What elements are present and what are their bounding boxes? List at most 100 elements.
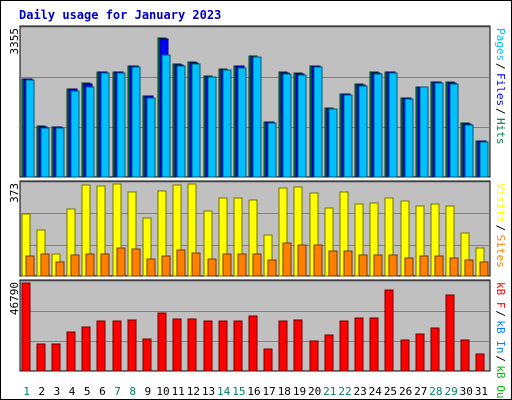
bar-pages-day-26	[404, 98, 414, 178]
bar-kb-f-day-16	[248, 315, 258, 372]
bar-pages-day-30	[464, 124, 474, 178]
legend-separator: /	[494, 108, 507, 115]
legend-separator: /	[494, 355, 507, 362]
bar-sites-day-25	[388, 254, 398, 277]
bar-sites-day-11	[176, 249, 186, 277]
bar-sites-day-30	[464, 259, 474, 277]
bar-kb-f-day-7	[112, 320, 122, 372]
bar-kb-f-day-9	[142, 338, 152, 372]
bar-pages-day-29	[449, 83, 459, 178]
x-tick-label: 2	[38, 385, 45, 398]
bar-pages-day-7	[116, 72, 126, 178]
x-tick-label: 6	[99, 385, 106, 398]
bar-sites-day-10	[161, 255, 171, 277]
bar-pages-day-8	[131, 66, 141, 178]
bar-kb-f-day-6	[96, 320, 106, 372]
legend-kb-f: kB F	[494, 282, 507, 309]
bar-kb-f-day-26	[400, 339, 410, 372]
bar-sites-day-17	[267, 259, 277, 277]
bar-pages-day-24	[373, 73, 383, 178]
bar-pages-day-13	[207, 76, 217, 178]
bar-pages-day-20	[313, 66, 323, 178]
legend-kb-out: kB Out	[494, 365, 507, 400]
x-tick-label: 5	[84, 385, 91, 398]
bar-sites-day-1	[25, 255, 35, 277]
x-tick-label: 10	[156, 385, 169, 398]
bar-sites-day-6	[100, 253, 110, 277]
bar-kb-f-day-20	[309, 340, 319, 372]
x-tick-label: 13	[202, 385, 215, 398]
bar-pages-day-18	[282, 73, 292, 178]
legend-sites: Sites	[494, 235, 507, 268]
x-tick-label: 11	[172, 385, 185, 398]
bar-kb-f-day-27	[415, 333, 425, 372]
bar-sites-day-15	[237, 253, 247, 277]
max-value-label: 3355	[8, 28, 21, 55]
bar-sites-day-12	[191, 252, 201, 277]
max-value-label: 373	[8, 183, 21, 203]
bar-sites-day-18	[282, 242, 292, 277]
bar-pages-day-5	[85, 86, 95, 178]
bar-sites-day-2	[40, 253, 50, 277]
bar-kb-f-day-19	[293, 319, 303, 372]
bar-pages-day-11	[176, 65, 186, 178]
bar-sites-day-14	[222, 253, 232, 277]
legend-separator: /	[494, 310, 507, 317]
bar-sites-day-4	[70, 254, 80, 277]
x-tick-label: 19	[293, 385, 306, 398]
bar-pages-day-15	[237, 67, 247, 178]
bar-kb-f-day-2	[36, 343, 46, 372]
bar-sites-day-9	[146, 258, 156, 277]
x-tick-label: 21	[323, 385, 336, 398]
bar-sites-day-20	[313, 244, 323, 277]
bar-pages-day-9	[146, 97, 156, 178]
x-tick-label: 15	[232, 385, 245, 398]
x-tick-label: 9	[145, 385, 152, 398]
bar-pages-day-31	[479, 141, 489, 178]
x-tick-label: 17	[263, 385, 276, 398]
legend-pages: Pages	[494, 28, 507, 61]
x-tick-label: 18	[278, 385, 291, 398]
bar-kb-f-day-25	[384, 289, 394, 372]
legend-kb-in: kB In	[494, 320, 507, 353]
bar-kb-f-day-28	[430, 327, 440, 372]
bar-pages-day-22	[343, 94, 353, 178]
bar-kb-f-day-29	[445, 294, 455, 372]
bar-sites-day-24	[373, 254, 383, 277]
bar-kb-f-day-30	[460, 339, 470, 372]
bar-sites-day-23	[358, 254, 368, 277]
legend-hits: Hits	[494, 118, 507, 145]
bar-pages-day-21	[328, 108, 338, 178]
legend-separator: /	[494, 63, 507, 70]
x-tick-label: 7	[114, 385, 121, 398]
bar-kb-f-day-21	[324, 334, 334, 372]
bar-sites-day-7	[116, 247, 126, 277]
bar-sites-day-16	[252, 253, 262, 277]
bar-kb-f-day-10	[157, 312, 167, 372]
x-tick-label: 22	[338, 385, 351, 398]
bar-sites-day-31	[479, 261, 489, 277]
x-tick-label: 29	[444, 385, 457, 398]
bar-pages-day-16	[252, 56, 262, 178]
bar-kb-f-day-15	[233, 320, 243, 372]
bar-pages-day-2	[40, 127, 50, 178]
x-tick-label: 14	[217, 385, 231, 398]
legend-separator: /	[494, 225, 507, 232]
bar-kb-f-day-17	[263, 348, 273, 372]
max-value-label: 46790	[8, 282, 21, 315]
bar-sites-day-19	[297, 244, 307, 277]
x-tick-label: 4	[69, 385, 76, 398]
bar-kb-f-day-23	[354, 317, 364, 372]
bar-kb-f-day-1	[21, 282, 31, 372]
bar-pages-day-12	[191, 63, 201, 178]
bar-kb-f-day-13	[203, 320, 213, 372]
bar-sites-day-13	[207, 258, 217, 277]
x-tick-label: 24	[369, 385, 383, 398]
x-tick-label: 25	[384, 385, 397, 398]
panel-hits: 3355 Pages / Files / Hits	[8, 25, 507, 178]
bar-sites-day-3	[55, 261, 65, 277]
bar-pages-day-28	[434, 82, 444, 178]
panel-visits: 373 Visits / Sites	[8, 180, 507, 277]
bar-sites-day-5	[85, 253, 95, 277]
